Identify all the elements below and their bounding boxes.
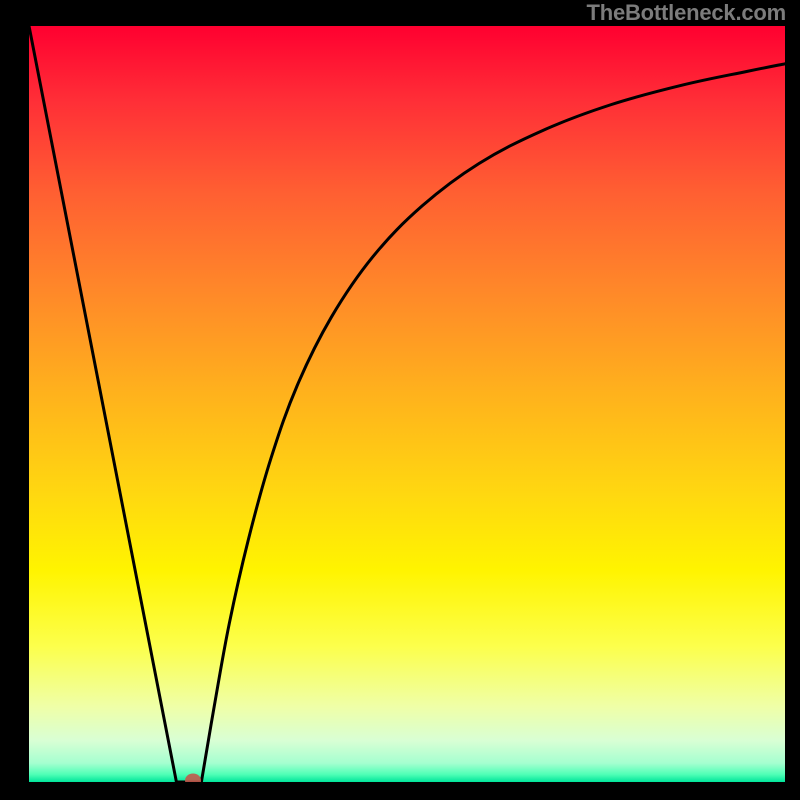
- watermark-text: TheBottleneck.com: [586, 0, 786, 26]
- bottleneck-chart: [29, 26, 785, 782]
- chart-frame: TheBottleneck.com: [0, 0, 800, 800]
- heatmap-gradient: [29, 26, 785, 782]
